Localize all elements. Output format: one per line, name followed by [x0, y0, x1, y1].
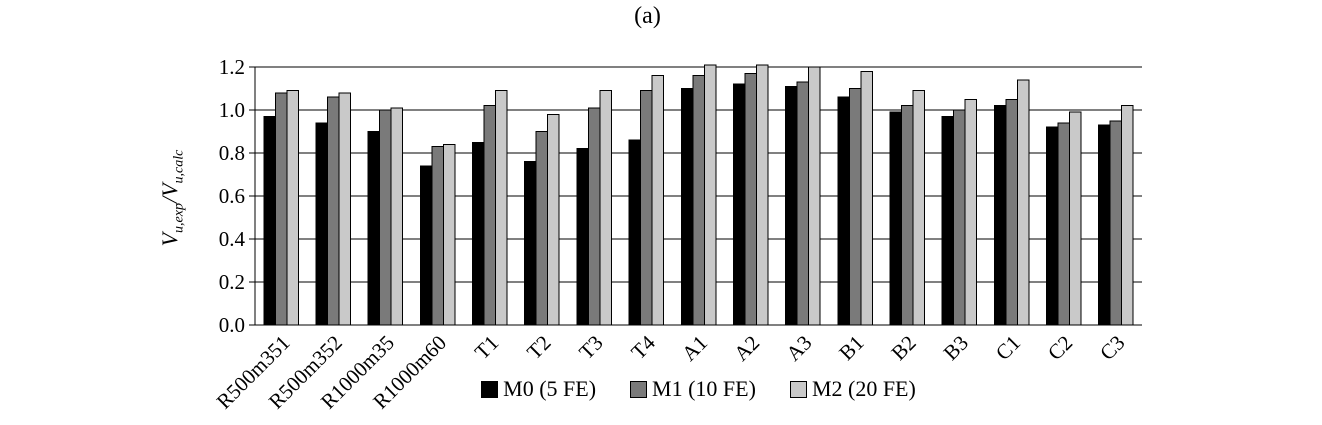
bar-T1-m0 — [472, 141, 485, 326]
y-tick-label-0.4: 0.4 — [219, 227, 246, 251]
x-tick-label-C3: C3 — [1095, 331, 1129, 365]
bar-C1-m1 — [1005, 98, 1018, 326]
bar-B2-m1 — [900, 105, 914, 326]
y-tick-label-0.6: 0.6 — [219, 184, 245, 208]
bar-R500m351-m1 — [274, 92, 288, 326]
bar-C2-m2 — [1068, 111, 1082, 326]
y-axis-title-den: V — [157, 183, 182, 197]
bar-R1000m60-m0 — [419, 165, 433, 326]
legend-label-m0: M0 (5 FE) — [503, 376, 597, 401]
bar-R1000m35-m1 — [379, 109, 392, 326]
bar-R1000m35-m2 — [390, 107, 404, 326]
x-tick-label-C2: C2 — [1043, 331, 1077, 365]
bar-T1-m1 — [483, 105, 497, 326]
bar-A3-m0 — [785, 85, 798, 326]
chart-title: (a) — [634, 3, 661, 29]
bar-R500m352-m0 — [315, 122, 329, 326]
x-tick-label-A2: A2 — [729, 331, 764, 366]
bar-T4-m2 — [651, 75, 665, 326]
y-tick-label-0.8: 0.8 — [219, 141, 245, 165]
legend-swatch-m2 — [789, 380, 807, 398]
bar-B3-m1 — [953, 109, 966, 326]
bar-R500m352-m1 — [327, 96, 340, 326]
x-tick-label-T2: T2 — [522, 331, 555, 364]
bar-A2-m2 — [755, 64, 769, 326]
bar-B2-m0 — [889, 111, 902, 326]
bar-B2-m2 — [912, 90, 925, 326]
bar-A3-m1 — [796, 81, 810, 326]
bar-R500m351-m2 — [286, 90, 299, 326]
y-tick-label-1.2: 1.2 — [219, 55, 245, 79]
bar-T3-m0 — [576, 148, 589, 326]
bar-T3-m2 — [599, 90, 612, 326]
legend-item-m2: M2 (20 FE) — [789, 376, 916, 402]
bar-A1-m0 — [680, 88, 694, 326]
bar-C2-m1 — [1057, 122, 1070, 326]
bar-B1-m2 — [860, 70, 873, 326]
bar-B1-m0 — [837, 96, 850, 326]
y-tick-label-0.0: 0.0 — [219, 313, 245, 337]
x-tick-label-T1: T1 — [470, 331, 503, 364]
x-tick-label-T4: T4 — [626, 330, 660, 364]
bar-B3-m2 — [964, 98, 978, 326]
bar-T2-m1 — [535, 131, 549, 326]
x-tick-label-B1: B1 — [834, 331, 868, 365]
bar-B3-m0 — [941, 115, 955, 326]
bar-A1-m1 — [692, 75, 705, 326]
bar-T1-m2 — [495, 90, 508, 326]
legend-item-m0: M0 (5 FE) — [481, 376, 596, 402]
bar-T4-m0 — [628, 139, 642, 326]
x-tick-label-A3: A3 — [781, 331, 816, 366]
y-axis-title-num-sub: u,exp — [171, 203, 187, 233]
bar-C3-m2 — [1121, 105, 1134, 326]
bar-R1000m60-m1 — [431, 146, 444, 326]
y-axis-title-slash: / — [157, 196, 182, 204]
bar-R1000m35-m0 — [367, 131, 381, 326]
legend-label-m2: M2 (20 FE) — [811, 376, 916, 401]
x-tick-label-B3: B3 — [939, 331, 973, 365]
legend-swatch-m0 — [481, 380, 499, 398]
x-tick-label-B2: B2 — [886, 331, 920, 365]
bar-C3-m1 — [1109, 120, 1123, 326]
x-tick-label-C1: C1 — [991, 331, 1025, 365]
bar-C1-m0 — [993, 105, 1007, 326]
bar-T4-m1 — [640, 90, 653, 326]
x-tick-label-A1: A1 — [677, 331, 712, 366]
bar-T3-m1 — [587, 107, 601, 326]
chart-legend: M0 (5 FE) M1 (10 FE) M2 (20 FE) — [255, 376, 1142, 402]
y-tick-label-0.2: 0.2 — [219, 270, 245, 294]
y-axis-title-num: V — [157, 232, 182, 247]
bar-R500m352-m2 — [338, 92, 352, 326]
bar-A1-m2 — [703, 64, 717, 326]
y-tick-label-1.0: 1.0 — [219, 98, 245, 122]
bar-T2-m0 — [524, 161, 537, 326]
bar-B1-m1 — [848, 88, 862, 326]
bar-C3-m0 — [1098, 124, 1111, 326]
y-axis-title: Vu,exp/Vu,calc — [150, 68, 190, 328]
bar-C2-m0 — [1045, 126, 1059, 326]
bar-R500m351-m0 — [263, 115, 276, 326]
y-axis-title-den-sub: u,calc — [171, 149, 187, 184]
legend-swatch-m1 — [630, 380, 648, 398]
bar-A2-m0 — [732, 83, 746, 326]
bar-A2-m1 — [744, 72, 757, 326]
bar-T2-m2 — [547, 113, 560, 326]
legend-item-m1: M1 (10 FE) — [630, 376, 756, 402]
bar-A3-m2 — [808, 66, 821, 326]
bar-R1000m60-m2 — [442, 143, 456, 326]
x-tick-label-T3: T3 — [574, 331, 607, 364]
legend-label-m1: M1 (10 FE) — [652, 376, 756, 401]
bar-C1-m2 — [1016, 79, 1030, 326]
